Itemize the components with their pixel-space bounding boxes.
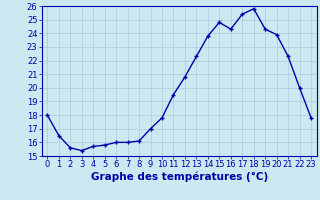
- X-axis label: Graphe des températures (°C): Graphe des températures (°C): [91, 172, 268, 182]
